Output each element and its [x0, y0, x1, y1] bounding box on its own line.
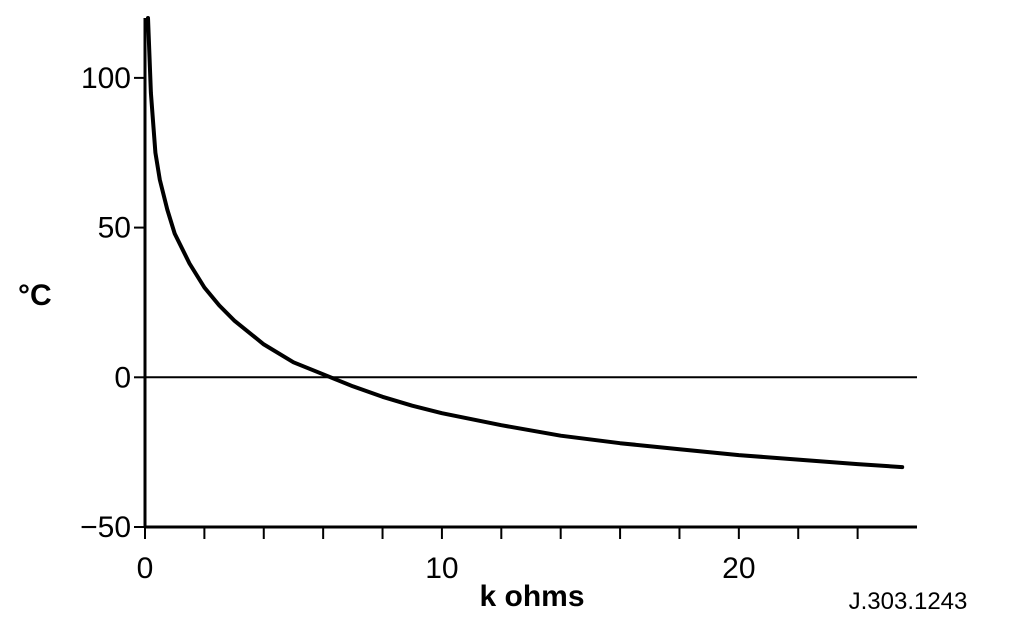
y-ticks: −50 0 50 100: [80, 62, 145, 544]
x-tick-label: 20: [722, 552, 755, 585]
figure-code: J.303.1243: [849, 588, 968, 615]
series-line: [146, 16, 905, 470]
x-tick-label: 0: [137, 552, 154, 585]
plot-area: [145, 16, 917, 470]
x-tick-label: 10: [425, 552, 458, 585]
y-tick-label: −50: [80, 511, 131, 544]
x-axis-label: k ohms: [479, 580, 584, 613]
y-tick-label: 0: [114, 361, 131, 394]
y-axis-label: °C: [18, 279, 52, 312]
x-ticks: 0 10 20: [137, 527, 859, 585]
axes: [143, 18, 917, 529]
y-tick-label: 100: [81, 62, 131, 95]
y-tick-label: 50: [98, 212, 131, 245]
